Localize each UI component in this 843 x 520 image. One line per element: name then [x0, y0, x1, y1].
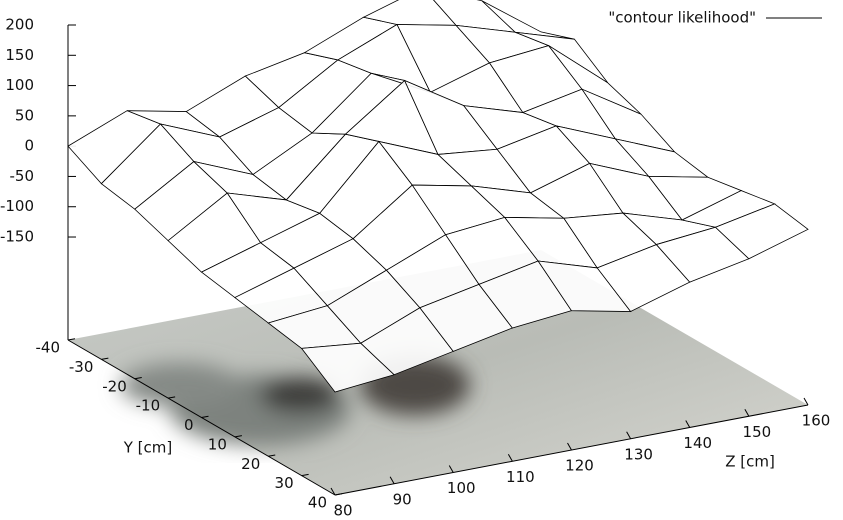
y-tick-label: 30 [275, 474, 294, 492]
x-tick-label: 80 [333, 502, 352, 520]
z-tick-label: 50 [15, 106, 34, 124]
z-tick-label: -100 [0, 197, 34, 215]
x-tick-label: 130 [624, 445, 653, 463]
x-axis-label: Z [cm] [725, 453, 775, 471]
z-tick-label: 200 [5, 16, 34, 34]
z-tick-label: 150 [5, 46, 34, 64]
x-tick-label: 90 [393, 490, 412, 508]
x-tick-label: 160 [802, 412, 831, 430]
y-tick-label: 20 [241, 455, 260, 473]
y-tick-label: 40 [308, 494, 327, 512]
z-tick-label: 100 [5, 76, 34, 94]
x-tick-label: 120 [565, 457, 594, 475]
z-tick-label: 0 [24, 137, 34, 155]
y-axis-label: Y [cm] [123, 439, 173, 457]
x-tick-label: 150 [743, 423, 772, 441]
page: "contour likelihood" Y [cm] Z [cm] 20015… [0, 0, 843, 520]
y-tick-label: -20 [102, 377, 127, 395]
x-tick-label: 100 [447, 479, 476, 497]
y-tick-label: 10 [208, 435, 227, 453]
z-tick-label: -150 [0, 228, 34, 246]
chart: "contour likelihood" Y [cm] Z [cm] 20015… [0, 0, 843, 520]
x-tick-label: 110 [506, 468, 535, 486]
y-tick-label: 0 [184, 416, 194, 434]
legend-label: "contour likelihood" [608, 9, 756, 27]
z-tick-label: -50 [10, 167, 35, 185]
y-tick-label: -10 [136, 397, 161, 415]
x-tick-label: 140 [683, 434, 712, 452]
y-tick-label: -40 [36, 339, 61, 357]
y-tick-label: -30 [69, 358, 94, 376]
